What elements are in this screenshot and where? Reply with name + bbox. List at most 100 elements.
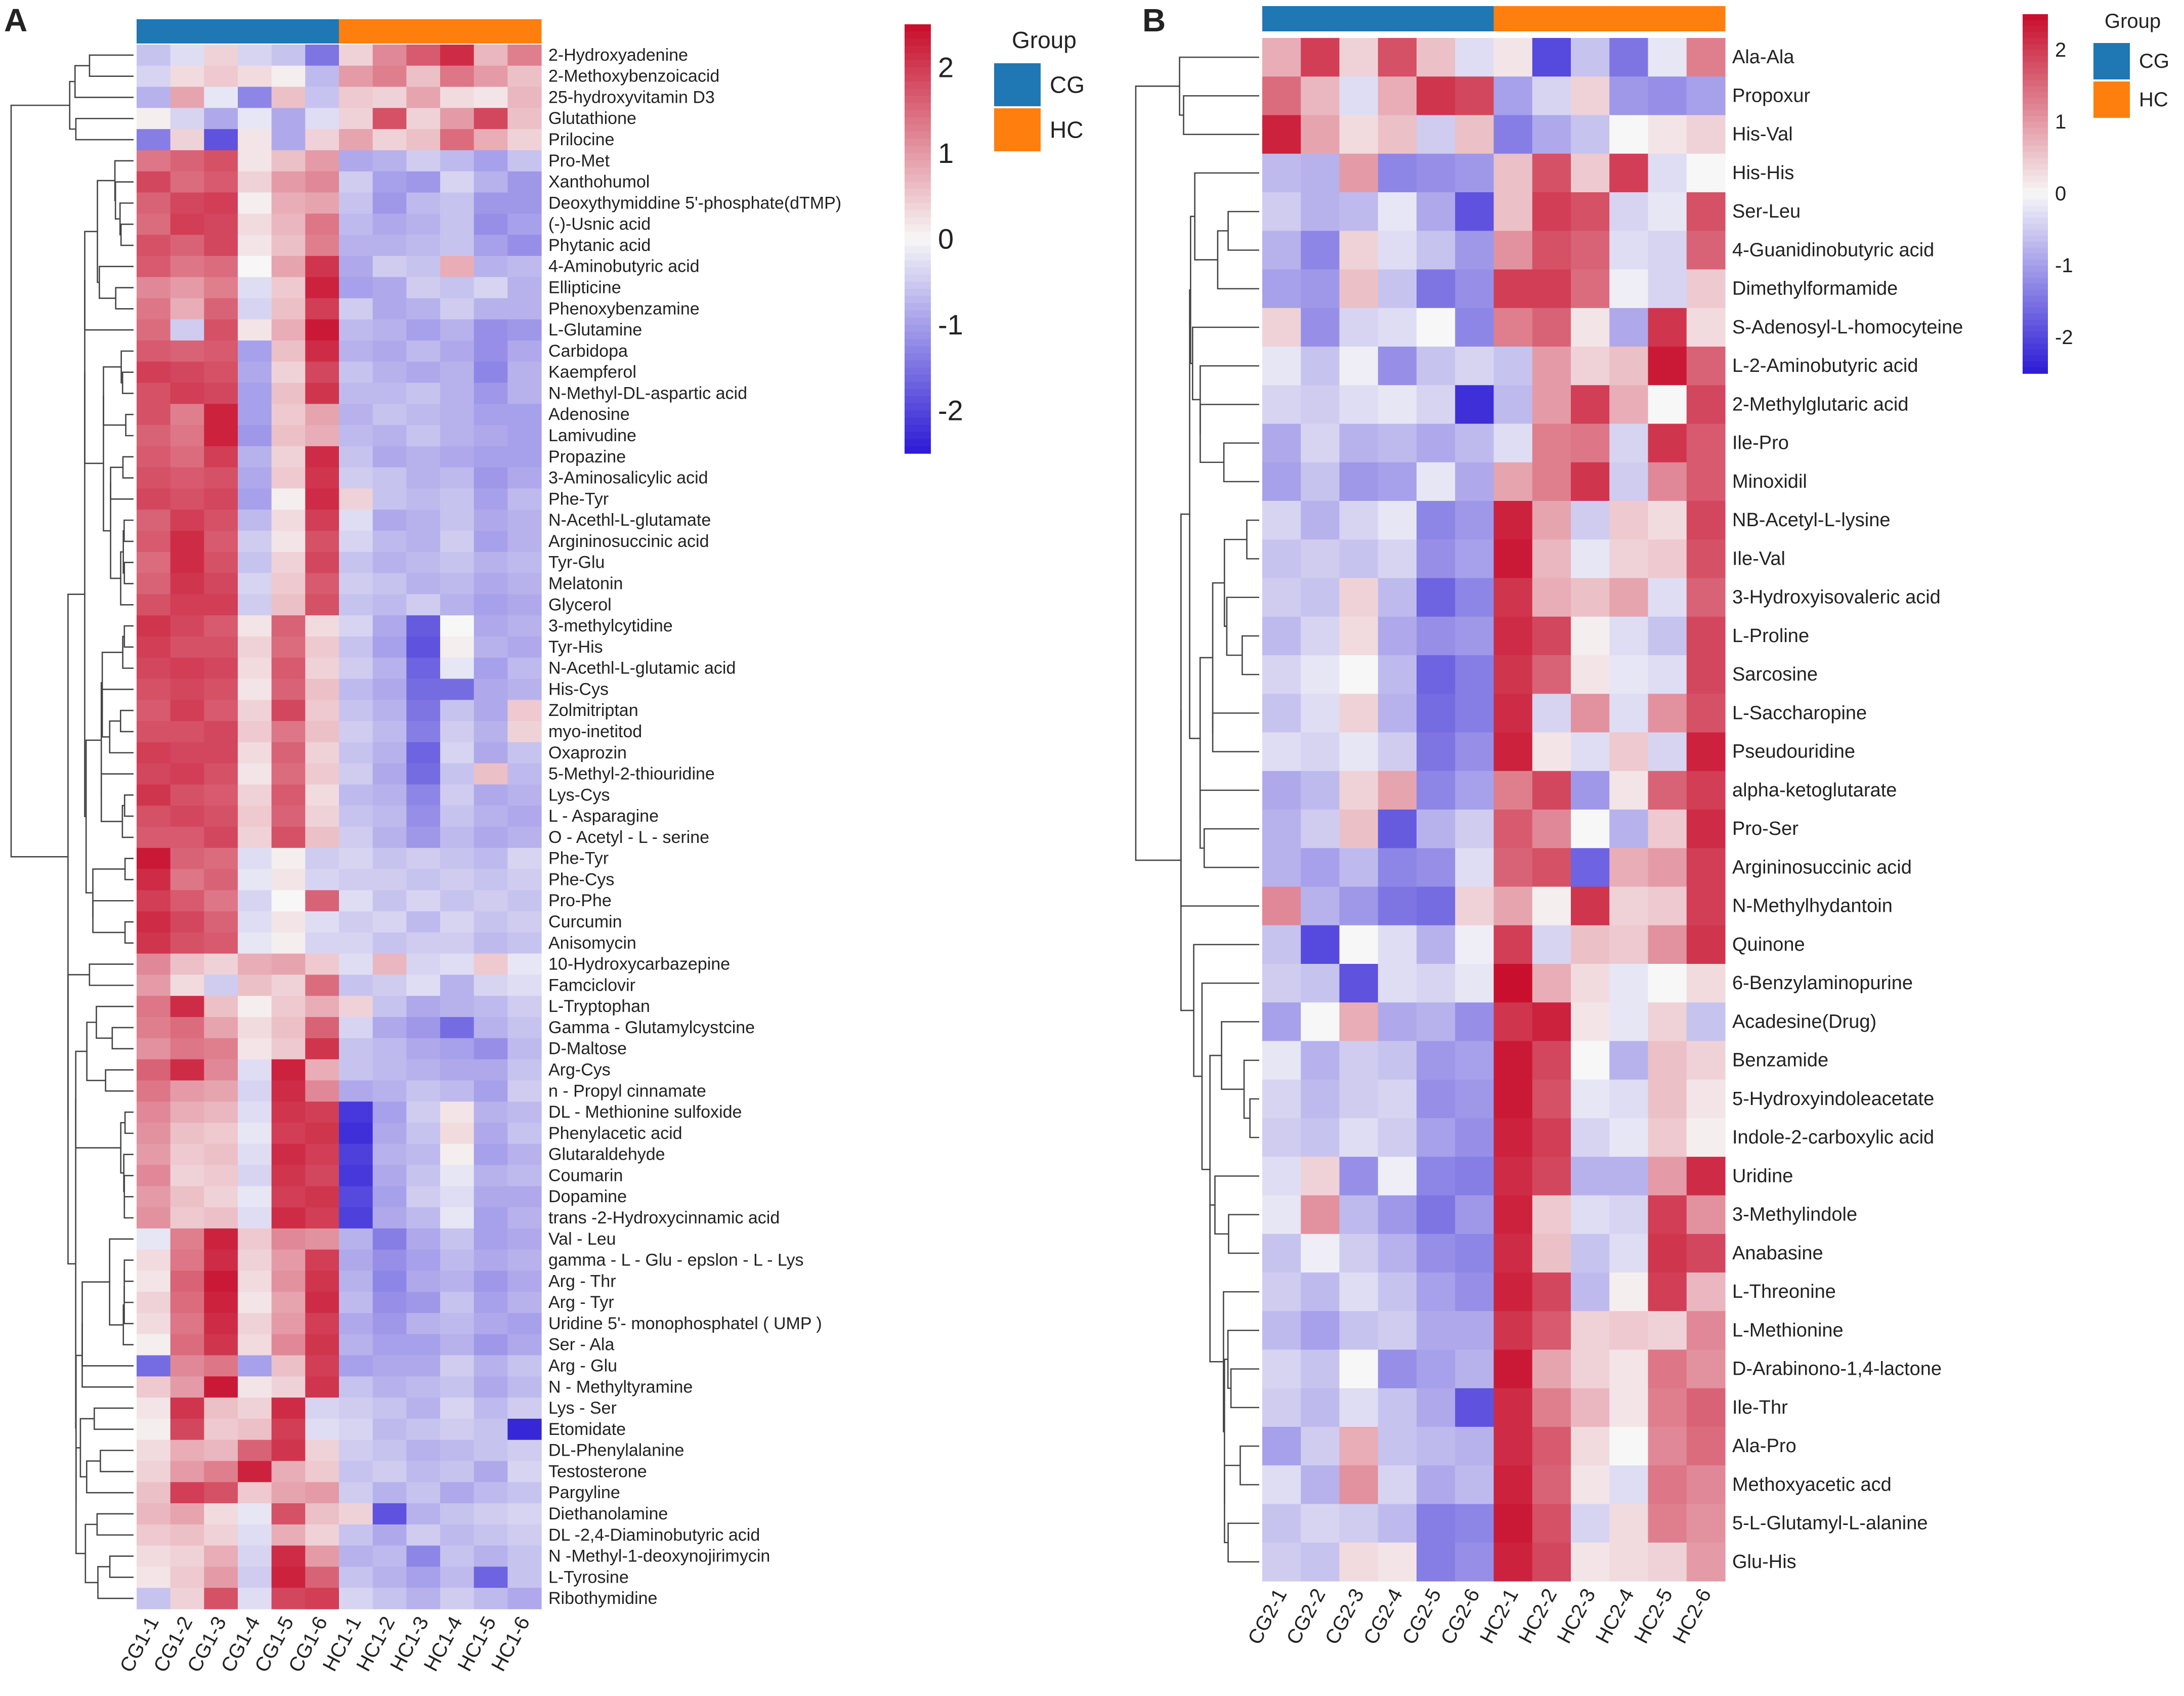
heatmap-cell [305,1143,339,1166]
heatmap-cell [1532,810,1571,849]
heatmap-cell [507,890,542,912]
heatmap-cell [170,171,204,193]
heatmap-cell [474,1249,508,1271]
heatmap-cell [271,235,306,257]
heatmap-cell [1686,810,1726,849]
heatmap-cell [1378,886,1417,926]
heatmap-cell [1609,1234,1649,1273]
heatmap-cell [339,1270,373,1292]
heatmap-cell [1262,1118,1301,1157]
heatmap-cell [1686,347,1726,386]
heatmap-cell [1686,1002,1726,1042]
heatmap-cell [1571,308,1610,347]
heatmap-cell [1417,1349,1455,1389]
dendrogram-branch [79,1418,95,1478]
colorbar-step [905,81,931,89]
heatmap-cell [1339,308,1379,347]
heatmap-cell [271,552,306,574]
heatmap-cell [406,1122,441,1144]
heatmap-cell [1493,347,1533,386]
heatmap-cell [372,45,407,66]
colorbar-step [905,367,931,375]
heatmap-cell [1455,501,1494,540]
heatmap-cell [238,404,272,426]
heatmap-cell [137,277,171,299]
heatmap-cell [204,1397,238,1419]
heatmap-cell [406,192,441,214]
row-label: L-Glutamine [548,320,642,340]
heatmap-cell [507,953,542,976]
heatmap-cell [170,214,204,235]
heatmap-cell [339,932,373,954]
row-label: Ile-Pro [1732,433,1789,454]
heatmap-cell [137,1165,171,1186]
heatmap-cell [1648,153,1687,193]
row-label: Glu-His [1732,1551,1796,1573]
heatmap-cell [137,953,171,976]
dendrogram-branch [123,562,134,584]
heatmap-cell [372,108,407,130]
heatmap-cell [1571,1041,1610,1080]
heatmap-cell [1686,1234,1726,1273]
heatmap-cell [406,784,441,806]
heatmap-cell [238,1249,272,1271]
heatmap-cell [372,615,407,637]
group-bar-cell-hc [372,19,407,44]
heatmap-cell [339,1588,373,1609]
heatmap-cell [372,298,407,320]
heatmap-cell [204,911,238,933]
dendrogram-branch [1180,513,1259,907]
dendrogram-branch [110,467,134,500]
heatmap-cell [1686,38,1726,77]
heatmap-cell [406,277,441,299]
heatmap-cell [1571,925,1610,964]
heatmap-cell [1571,1504,1610,1543]
heatmap-cell [1417,115,1455,154]
heatmap-cell [137,192,171,214]
dendrogram-branch [1224,1464,1240,1544]
group-bar-cell-hc [406,19,441,44]
heatmap-cell [339,784,373,806]
colorbar-step [905,246,931,254]
heatmap-cell [372,1524,407,1546]
heatmap-cell [339,192,373,214]
heatmap-cell [372,361,407,384]
heatmap-cell [238,1038,272,1060]
colorbar-step [905,381,931,390]
row-label: Kaempferol [548,363,636,382]
heatmap-cell [238,1080,272,1102]
heatmap-cell [1686,153,1726,193]
heatmap-cell [1686,1311,1726,1350]
heatmap-cell [170,636,204,658]
heatmap-cell [305,827,339,849]
heatmap-cell [1378,810,1417,849]
heatmap-cell [440,1207,475,1229]
dendrogram-branch [123,794,134,817]
heatmap-cell [1532,153,1571,193]
heatmap-cell [1301,1542,1340,1582]
heatmap-cell [474,1270,508,1292]
heatmap-cell [1493,231,1533,270]
heatmap-cell [406,467,441,489]
heatmap-cell [1262,115,1301,154]
heatmap-cell [170,150,204,172]
row-label: Glutathione [548,109,636,128]
colorbar-step [905,103,931,111]
heatmap-cell [440,1439,475,1462]
heatmap-cell [1417,1273,1455,1311]
heatmap-cell [271,1524,306,1546]
heatmap-cell [271,214,306,235]
heatmap-cell [372,1588,407,1609]
heatmap-cell [1648,578,1687,617]
row-label: Pro-Ser [1732,818,1798,839]
row-label: Zolmitriptan [548,701,638,720]
heatmap-cell [137,1418,171,1440]
heatmap-cell [305,805,339,827]
colorbar-step [905,139,931,147]
heatmap-cell [406,1376,441,1398]
heatmap-cell [440,446,475,468]
heatmap-cell [137,65,171,88]
heatmap-cell [1571,578,1610,617]
heatmap-cell [339,552,373,574]
heatmap-cell [372,1143,407,1166]
